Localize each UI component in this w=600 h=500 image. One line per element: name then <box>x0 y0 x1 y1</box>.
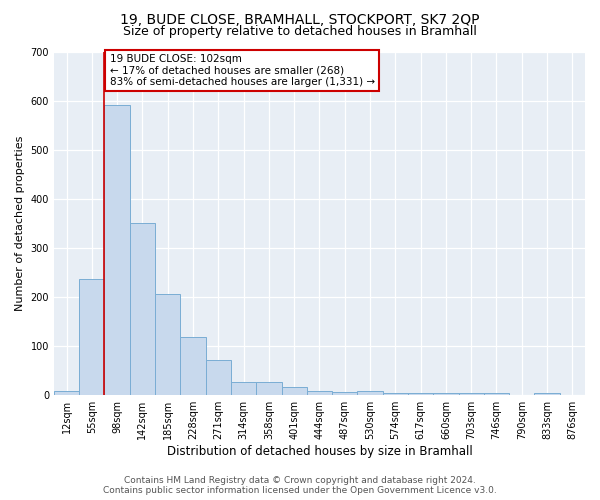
Bar <box>181 337 206 394</box>
Bar <box>484 393 509 394</box>
Bar <box>408 392 433 394</box>
Text: Size of property relative to detached houses in Bramhall: Size of property relative to detached ho… <box>123 25 477 38</box>
Bar <box>307 392 332 394</box>
Bar <box>206 360 231 394</box>
Bar <box>54 392 79 394</box>
Bar <box>155 294 181 394</box>
X-axis label: Distribution of detached houses by size in Bramhall: Distribution of detached houses by size … <box>167 444 472 458</box>
Text: Contains HM Land Registry data © Crown copyright and database right 2024.
Contai: Contains HM Land Registry data © Crown c… <box>103 476 497 495</box>
Y-axis label: Number of detached properties: Number of detached properties <box>15 136 25 311</box>
Bar <box>104 106 130 395</box>
Bar <box>535 393 560 394</box>
Text: 19, BUDE CLOSE, BRAMHALL, STOCKPORT, SK7 2QP: 19, BUDE CLOSE, BRAMHALL, STOCKPORT, SK7… <box>120 12 480 26</box>
Bar <box>231 382 256 394</box>
Bar <box>79 278 104 394</box>
Bar <box>433 393 458 394</box>
Bar <box>332 392 358 394</box>
Text: 19 BUDE CLOSE: 102sqm
← 17% of detached houses are smaller (268)
83% of semi-det: 19 BUDE CLOSE: 102sqm ← 17% of detached … <box>110 54 374 87</box>
Bar <box>256 382 281 394</box>
Bar <box>281 388 307 394</box>
Bar <box>383 392 408 394</box>
Bar <box>458 393 484 394</box>
Bar <box>358 392 383 394</box>
Bar <box>130 223 155 394</box>
